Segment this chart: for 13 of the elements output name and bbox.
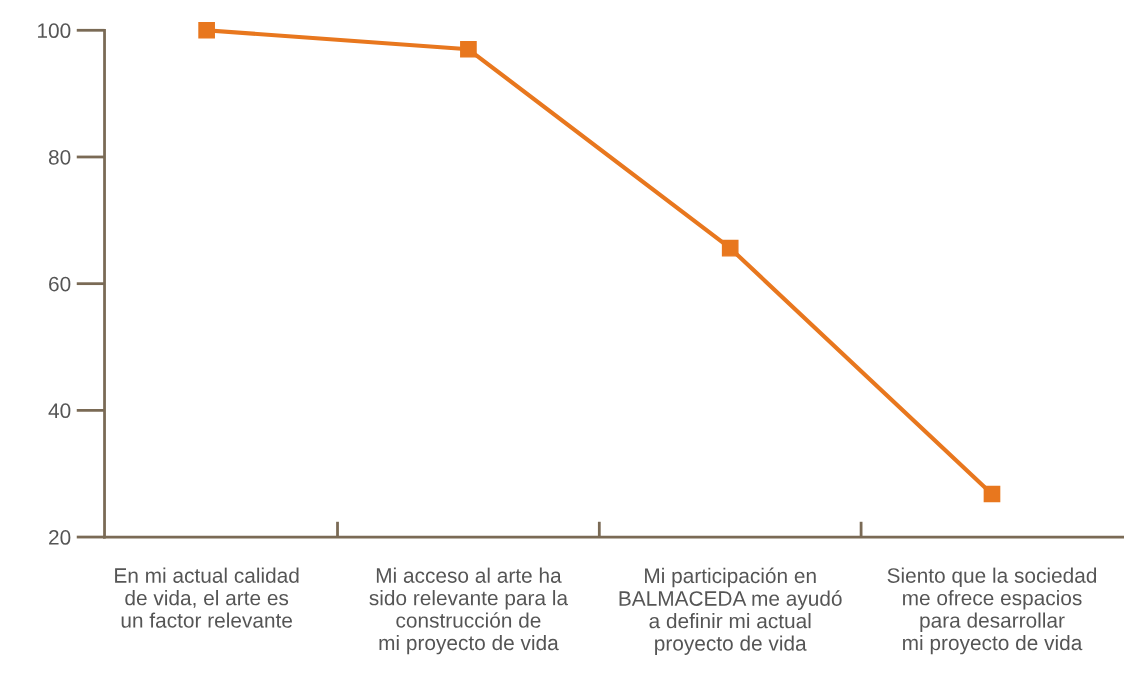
x-tick-label: En mi actual calidad de vida, el arte es un factor relevante	[115, 567, 299, 628]
y-tick-label: 60	[49, 276, 71, 292]
y-tick-label: 20	[49, 530, 71, 545]
x-tick-label: Mi acceso al arte ha sido relevante para la construcción de mi proyecto de vida	[369, 567, 569, 655]
y-tick-label: 40	[48, 403, 71, 419]
point	[983, 485, 1001, 503]
x-tick-label: Siento que la sociedad me ofrece espacios para desarrollar mi proyecto de vida	[887, 567, 1097, 655]
point	[721, 239, 739, 257]
point	[460, 40, 477, 58]
y-tick-label: 80	[48, 149, 71, 165]
y-tick-label: 100	[38, 23, 71, 39]
point	[198, 21, 215, 39]
x-tick-label: Mi participación en BALMACEDA me ayudó a definir mi actual proyecto de vida	[619, 567, 842, 655]
